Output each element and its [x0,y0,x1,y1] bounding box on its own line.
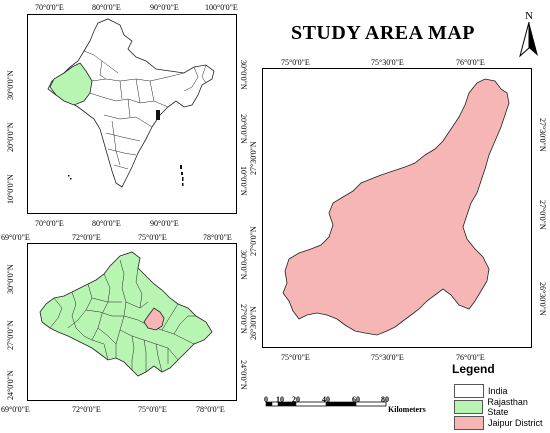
legend-item-india: India [454,384,508,398]
legend-item-rajasthan: Rajasthan State [454,397,550,417]
jaipur-left-tick: 27°30'0"N [249,141,258,175]
scale-tick: 40 [322,395,330,404]
north-label: N [525,10,533,22]
india-left-tick: 20°0'0"N [6,122,15,152]
rajasthan-left-tick: 30°0'0"N [6,264,15,294]
india-bottom-tick: 90°0'0"E [150,219,179,228]
jaipur-bottom-tick: 75°0'0"E [281,353,310,362]
rajasthan-right-tick: 30°0'0"N [239,250,248,280]
rajasthan-top-tick: 72°0'0"E [72,233,101,242]
india-right-tick: 30°0'0"N [239,60,248,90]
rajasthan-outline [39,251,213,377]
jaipur-top-tick: 76°0'0"E [456,58,485,67]
india-bottom-tick: 70°0'0"E [35,219,64,228]
legend-swatch [454,400,484,414]
rajasthan-top-tick: 69°0'0"E [1,233,30,242]
scale-tick: 10 [276,395,284,404]
north-arrow-icon: N [519,10,538,58]
rajasthan-bottom-tick: 72°0'0"E [72,405,101,414]
jaipur-right-tick: 26°30'0"N [538,282,547,316]
jaipur-left-tick: 26°30'0"N [249,306,258,340]
rajasthan-bottom-tick: 78°0'0"E [196,405,225,414]
scale-tick: 20 [292,395,300,404]
india-top-tick: 90°0'0"E [150,3,179,12]
rajasthan-top-tick: 78°0'0"E [203,233,232,242]
india-left-tick: 10°0'0"N [6,174,15,204]
india-left-tick: 30°0'0"N [6,70,15,100]
jaipur-top-tick: 75°0'0"E [281,58,310,67]
jaipur-bottom-tick: 76°0'0"E [456,353,485,362]
rajasthan-left-tick: 24°0'0"N [6,370,15,400]
rajasthan-right-tick: 24°0'0"N [239,360,248,390]
india-outline [47,18,215,188]
jaipur-bottom-tick: 75°30'0"E [371,353,404,362]
india-right-tick: 20°0'0"N [239,114,248,144]
jaipur-region [143,307,165,331]
legend-swatch [454,384,484,398]
india-top-tick: 70°0'0"E [35,3,64,12]
rajasthan-bottom-tick: 75°0'0"E [138,405,167,414]
scale-tick: 60 [352,395,360,404]
rajasthan-left-tick: 27°0'0"N [6,320,15,350]
jaipur-map [282,78,510,336]
india-right-tick: 10°0'0"N [239,166,248,196]
legend-item-jaipur: Jaipur District [454,416,543,430]
legend-swatch [454,416,484,430]
rajasthan-map [39,251,213,377]
jaipur-right-tick: 27°30'0"N [538,118,547,152]
scale-unit: Kilometers [388,405,426,414]
india-map [47,18,215,188]
jaipur-left-tick: 27°0'0"N [249,226,258,256]
rajasthan-bottom-tick: 69°0'0"E [1,405,30,414]
scale-bar [265,401,387,407]
india-top-tick: 100°0'0"E [205,3,238,12]
jaipur-top-tick: 75°30'0"E [371,58,404,67]
rajasthan-top-tick: 75°0'0"E [138,233,167,242]
scale-tick: 80 [381,395,389,404]
legend-title: Legend [452,362,495,376]
legend-label: Jaipur District [488,418,543,428]
india-bottom-tick: 80°0'0"E [92,219,121,228]
jaipur-district-outline [282,78,510,336]
india-top-tick: 80°0'0"E [92,3,121,12]
map-title: STUDY AREA MAP [290,22,476,44]
rajasthan-region [49,62,93,106]
scale-tick: 0 [264,395,268,404]
legend-label: India [488,386,508,396]
legend-label: Rajasthan State [487,397,528,417]
rajasthan-right-tick: 27°0'0"N [239,304,248,334]
jaipur-right-tick: 27°0'0"N [538,200,547,230]
